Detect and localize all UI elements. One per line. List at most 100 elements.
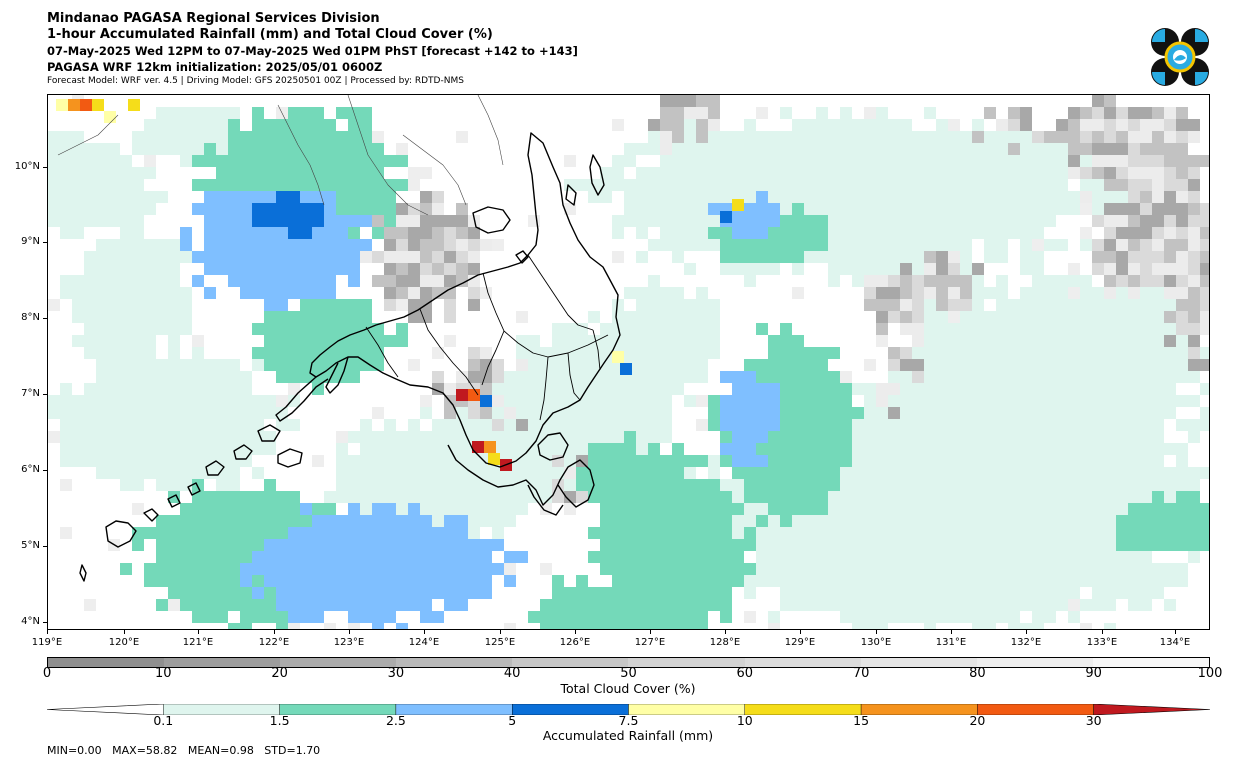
- longitude-label: 120°E: [108, 637, 140, 648]
- cloud-cover-bin: [164, 658, 281, 667]
- cloud-cover-tick-label: 50: [620, 666, 637, 681]
- latitude-label: 5°N: [21, 540, 40, 551]
- latitude-label: 4°N: [21, 616, 40, 627]
- longitude-tick: [47, 630, 48, 634]
- longitude-tick: [575, 630, 576, 634]
- cloud-cover-tick-label: 10: [155, 666, 172, 681]
- cloud-cover-tick-label: 20: [271, 666, 288, 681]
- rainfall-hotspot: [720, 211, 732, 223]
- map-subtitle: 1-hour Accumulated Rainfall (mm) and Tot…: [47, 27, 493, 42]
- rainfall-bin: [163, 704, 280, 715]
- rainfall-tick-label: 1.5: [269, 713, 290, 728]
- longitude-tick: [1026, 630, 1027, 634]
- longitude-tick: [1175, 630, 1176, 634]
- cloud-cover-bin: [48, 658, 165, 667]
- longitude-tick: [725, 630, 726, 634]
- rainfall-tick-label: 2.5: [385, 713, 406, 728]
- rainfall-hotspot: [480, 395, 492, 407]
- rainfall-hotspot: [104, 111, 116, 123]
- rainfall-bin: [977, 704, 1094, 715]
- pagasa-logo: [1151, 28, 1209, 86]
- rainfall-bin: [47, 704, 164, 715]
- latitude-label: 6°N: [21, 464, 40, 475]
- cloud-cover-tick-label: 60: [736, 666, 754, 681]
- latitude-tick: [43, 394, 47, 395]
- rainfall-tick-label: 30: [1085, 713, 1102, 728]
- longitude-label: 121°E: [182, 637, 214, 648]
- rainfall-label: Accumulated Rainfall (mm): [542, 728, 714, 743]
- rainfall-tick-label: 7.5: [618, 713, 639, 728]
- rainfall-bin: [395, 704, 513, 715]
- rainfall-hotspot: [68, 99, 80, 111]
- cloud-cover-bin: [744, 658, 861, 667]
- rainfall-hotspot: [484, 441, 496, 453]
- longitude-label: 119°E: [31, 637, 63, 648]
- rainfall-hotspot: [472, 441, 484, 453]
- latitude-label: 9°N: [21, 236, 40, 247]
- cloud-cover-bin: [1092, 658, 1209, 667]
- rainfall-hotspot: [92, 99, 104, 111]
- longitude-label: 127°E: [634, 637, 666, 648]
- map-title: Mindanao PAGASA Regional Services Divisi…: [47, 11, 380, 26]
- cloud-cover-tick-label: 0: [42, 666, 52, 681]
- rainfall-bin: [860, 704, 978, 715]
- cloud-cover-tick-label: 40: [503, 666, 521, 681]
- rainfall-hotspot: [620, 363, 632, 375]
- rainfall-hotspot: [128, 99, 140, 111]
- cloud-cover-tick-label: 80: [969, 666, 986, 681]
- longitude-tick: [951, 630, 952, 634]
- rainfall-bin: [744, 704, 862, 715]
- cloud-cover-bin: [628, 658, 745, 667]
- rainfall-bin: [1093, 704, 1210, 715]
- rainfall-bin: [279, 704, 397, 715]
- southern-coast: [447, 444, 595, 508]
- cloud-cover-bin: [860, 658, 977, 667]
- cloud-cover-colorbar: [47, 657, 1210, 668]
- longitude-label: 128°E: [709, 637, 741, 648]
- longitude-tick: [349, 630, 350, 634]
- latitude-tick: [43, 242, 47, 243]
- mindanao-coastline: [309, 132, 621, 468]
- rainfall-tick-label: 0.1: [153, 713, 174, 728]
- longitude-tick: [650, 630, 651, 634]
- longitude-label: 124°E: [408, 637, 440, 648]
- rainfall-cloud-field: [48, 95, 1209, 629]
- longitude-label: 129°E: [784, 637, 816, 648]
- zamboanga-coast: [275, 376, 329, 422]
- rainfall-hotspot: [56, 99, 68, 111]
- longitude-label: 123°E: [333, 637, 365, 648]
- latitude-label: 10°N: [14, 161, 40, 172]
- rainfall-colorbar: [47, 704, 1210, 715]
- valid-time: 07-May-2025 Wed 12PM to 07-May-2025 Wed …: [47, 44, 578, 58]
- field-statistics: MIN=0.00 MAX=58.82 MEAN=0.98 STD=1.70: [47, 744, 321, 757]
- weather-map: [47, 94, 1210, 630]
- longitude-tick: [800, 630, 801, 634]
- longitude-label: 122°E: [258, 637, 290, 648]
- rainfall-hotspot: [80, 99, 92, 111]
- cloud-cover-tick-label: 90: [1085, 666, 1102, 681]
- rainfall-tick-label: 15: [853, 713, 870, 728]
- cloud-cover-bin: [280, 658, 397, 667]
- longitude-tick: [198, 630, 199, 634]
- longitude-tick: [424, 630, 425, 634]
- latitude-tick: [43, 167, 47, 168]
- rainfall-tick-label: 5: [508, 713, 517, 728]
- longitude-tick: [1102, 630, 1103, 634]
- latitude-label: 7°N: [21, 388, 40, 399]
- cloud-cover-tick-label: 70: [852, 666, 870, 681]
- longitude-label: 132°E: [1010, 637, 1042, 648]
- longitude-tick: [274, 630, 275, 634]
- cloud-cover-bin: [396, 658, 513, 667]
- latitude-tick: [43, 546, 47, 547]
- longitude-label: 130°E: [860, 637, 892, 648]
- cloud-cover-bin: [512, 658, 629, 667]
- rainfall-hotspot: [468, 389, 480, 401]
- rainfall-tick-label: 20: [969, 713, 986, 728]
- longitude-tick: [500, 630, 501, 634]
- rainfall-hotspot: [732, 199, 744, 211]
- longitude-label: 125°E: [484, 637, 516, 648]
- latitude-tick: [43, 318, 47, 319]
- latitude-tick: [43, 470, 47, 471]
- initialization-time: PAGASA WRF 12km initialization: 2025/05/…: [47, 60, 383, 74]
- rainfall-hotspot: [612, 351, 624, 363]
